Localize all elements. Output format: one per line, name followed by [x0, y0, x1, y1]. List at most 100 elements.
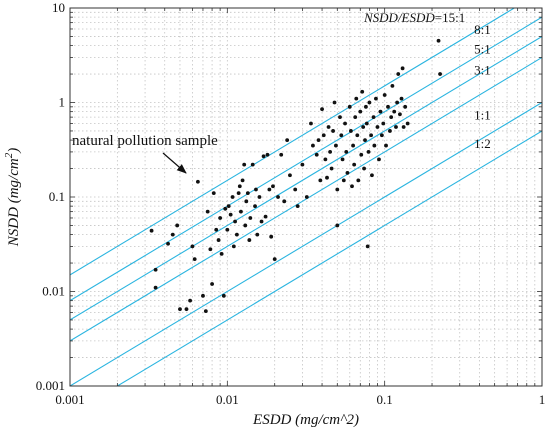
data-point: [344, 150, 349, 154]
data-point: [363, 138, 367, 143]
data-point: [216, 238, 221, 242]
annotation: natural pollution sample: [72, 133, 218, 174]
x-tick-label: 0.01: [216, 392, 239, 407]
data-point: [279, 152, 284, 157]
data-point: [265, 152, 270, 157]
ratio-line: [70, 16, 542, 302]
data-point: [331, 129, 335, 133]
data-point: [250, 162, 255, 167]
data-point: [384, 143, 388, 148]
data-point: [353, 115, 358, 120]
data-point: [225, 227, 230, 232]
data-point: [234, 232, 239, 237]
data-point: [285, 138, 290, 143]
data-point: [244, 199, 249, 204]
data-point: [219, 251, 224, 256]
data-point: [211, 191, 216, 195]
data-point: [371, 115, 376, 120]
data-point: [293, 187, 298, 192]
data-point: [245, 191, 250, 195]
data-point: [149, 228, 154, 233]
data-point: [364, 104, 368, 109]
data-point: [398, 112, 402, 117]
y-tick-label: 0.01: [42, 284, 65, 299]
x-axis-label: ESDD (mg/cm^2): [252, 412, 359, 428]
data-point: [195, 179, 200, 184]
axis-ticks: 0.001 0.01 0.1 1 0.001 0.01 0.1 1 10: [36, 0, 546, 407]
data-point: [243, 223, 248, 228]
data-point: [269, 234, 274, 239]
ratio-label: 8:1: [474, 22, 491, 37]
data-point: [230, 195, 235, 199]
data-point: [255, 232, 260, 237]
ratio-label: 1:2: [474, 136, 491, 151]
data-point: [228, 212, 233, 217]
ratio-label: 1:1: [474, 107, 491, 122]
data-point: [396, 72, 401, 76]
data-point: [356, 178, 361, 183]
data-point: [335, 223, 340, 228]
data-point: [340, 157, 345, 162]
data-point: [210, 282, 214, 286]
data-point: [205, 209, 210, 214]
data-point: [257, 195, 262, 199]
data-point: [399, 96, 404, 101]
data-point: [388, 129, 392, 133]
data-point: [366, 150, 371, 154]
grid: [70, 8, 542, 386]
data-point: [201, 293, 205, 298]
data-point: [253, 204, 257, 209]
data-point: [259, 219, 264, 224]
data-point: [276, 195, 280, 199]
data-point: [345, 170, 350, 175]
data-point: [369, 133, 374, 138]
y-tick-label: 1: [59, 95, 66, 110]
y-axis-label: NSDD (mg/cm2): [3, 148, 22, 247]
data-point: [282, 199, 287, 204]
data-point: [247, 238, 252, 242]
ratio-line: [70, 35, 542, 321]
data-point: [392, 109, 397, 114]
x-tick-label: 0.001: [55, 392, 84, 407]
data-point: [390, 83, 395, 88]
data-points: [149, 38, 442, 314]
data-point: [361, 125, 366, 129]
data-point: [153, 285, 158, 290]
data-point: [377, 157, 381, 162]
data-point: [237, 184, 242, 189]
data-point: [350, 184, 354, 189]
data-point: [311, 143, 315, 148]
data-point: [362, 166, 366, 171]
data-point: [354, 96, 359, 101]
data-point: [233, 219, 237, 224]
ratio-line: [116, 130, 542, 386]
data-point: [318, 178, 323, 183]
data-point: [242, 162, 247, 167]
data-point: [405, 121, 410, 126]
data-point: [218, 216, 223, 220]
data-point: [438, 72, 442, 76]
data-point: [316, 138, 321, 143]
annotation-text: natural pollution sample: [72, 133, 218, 149]
data-point: [395, 100, 400, 105]
data-point: [221, 293, 226, 298]
data-point: [153, 267, 158, 272]
data-point: [231, 244, 236, 249]
data-point: [365, 244, 370, 249]
data-point: [352, 162, 357, 167]
data-point: [372, 143, 377, 148]
data-point: [401, 125, 406, 129]
data-point: [184, 307, 189, 312]
data-point: [386, 104, 390, 109]
data-point: [348, 129, 353, 133]
x-tick-label: 0.1: [377, 392, 393, 407]
data-point: [323, 157, 328, 162]
data-point: [351, 143, 355, 148]
data-point: [325, 175, 329, 180]
data-point: [208, 247, 213, 252]
data-point: [329, 166, 334, 171]
data-point: [203, 309, 208, 314]
data-point: [188, 298, 193, 303]
data-point: [359, 152, 364, 157]
